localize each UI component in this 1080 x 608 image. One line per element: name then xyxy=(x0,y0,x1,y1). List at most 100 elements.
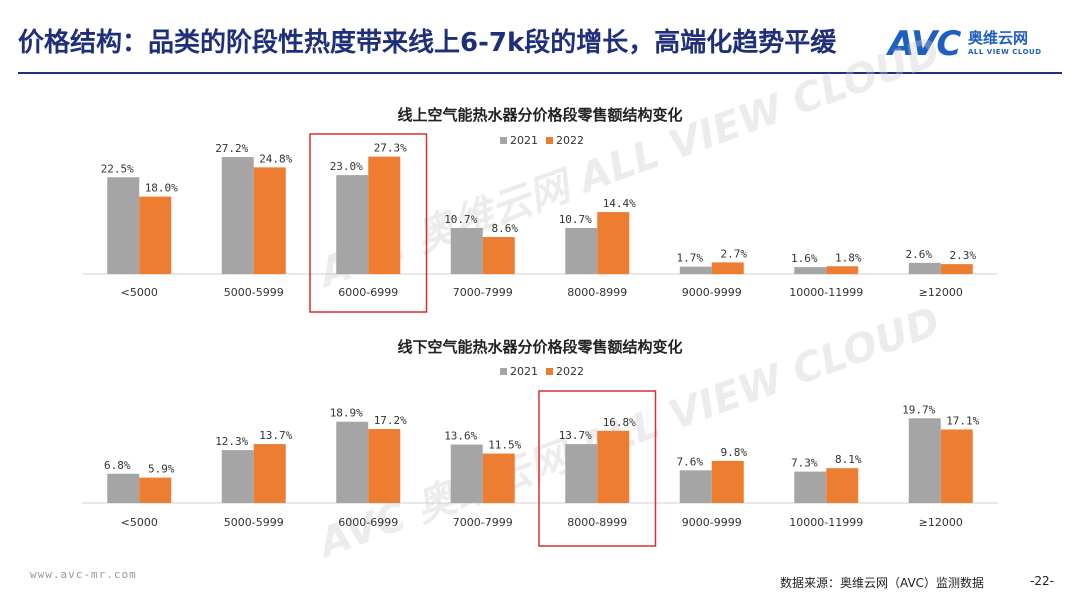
data-label-2022: 16.8% xyxy=(603,416,636,429)
data-label-2022: 14.4% xyxy=(603,197,636,210)
x-tick-label: 8000-8999 xyxy=(567,516,627,529)
data-label-2022: 8.1% xyxy=(835,453,862,466)
x-tick-label: 6000-6999 xyxy=(338,516,398,529)
data-label-2022: 27.3% xyxy=(374,142,407,155)
highlight-box xyxy=(538,390,657,547)
bar-2022 xyxy=(711,460,744,503)
x-tick-label: <5000 xyxy=(121,516,158,529)
x-tick-label: <5000 xyxy=(121,286,158,299)
x-tick-label: 10000-11999 xyxy=(789,286,863,299)
page-number: -22- xyxy=(1030,574,1054,588)
highlight-box xyxy=(309,133,428,313)
x-tick-label: 10000-11999 xyxy=(789,516,863,529)
bar-2022 xyxy=(940,429,973,503)
bar-2022 xyxy=(139,477,172,503)
legend-label-2022: 2022 xyxy=(556,134,584,147)
bar-2021 xyxy=(679,266,712,274)
bar-2021 xyxy=(107,473,140,503)
bar-2022 xyxy=(711,262,744,274)
x-tick-label: 5000-5999 xyxy=(224,286,284,299)
bar-2021 xyxy=(336,175,369,274)
data-label-2021: 13.7% xyxy=(559,429,592,442)
data-label-2022: 9.8% xyxy=(721,446,748,459)
bar-2022 xyxy=(482,237,515,274)
data-label-2022: 2.3% xyxy=(950,249,977,262)
bar-2021 xyxy=(565,227,598,274)
data-label-2021: 10.7% xyxy=(559,213,592,226)
bar-2021 xyxy=(450,444,483,503)
data-label-2022: 18.0% xyxy=(145,182,178,195)
bar-2021 xyxy=(794,471,827,503)
bar-2021 xyxy=(565,444,598,503)
bar-2021 xyxy=(908,418,941,503)
avc-logo: AVC 奥维云网 ALL VIEW CLOUD xyxy=(888,24,1064,68)
x-tick-label: 6000-6999 xyxy=(338,286,398,299)
bar-2022 xyxy=(482,453,515,503)
bar-2022 xyxy=(368,429,401,503)
title-divider xyxy=(18,72,1062,74)
data-label-2022: 8.6% xyxy=(492,222,519,235)
x-tick-label: 9000-9999 xyxy=(682,516,742,529)
chart-title: 线下空气能热水器分价格段零售额结构变化 xyxy=(397,338,682,356)
data-label-2021: 6.8% xyxy=(104,459,131,472)
data-label-2022: 1.8% xyxy=(835,251,862,264)
x-tick-label: ≥12000 xyxy=(919,286,963,299)
data-label-2021: 22.5% xyxy=(101,162,134,175)
legend-swatch-2022 xyxy=(546,137,553,144)
bar-2021 xyxy=(221,157,254,274)
data-label-2021: 23.0% xyxy=(330,160,363,173)
bar-2021 xyxy=(794,267,827,274)
data-label-2021: 7.6% xyxy=(677,455,704,468)
bar-2022 xyxy=(368,156,401,274)
logo-name-en: ALL VIEW CLOUD xyxy=(968,48,1042,56)
x-tick-label: 5000-5999 xyxy=(224,516,284,529)
chart-title: 线上空气能热水器分价格段零售额结构变化 xyxy=(397,106,682,124)
data-label-2021: 19.7% xyxy=(902,403,935,416)
charts-canvas: 线上空气能热水器分价格段零售额结构变化 2021 2022 <5000 22.5% 18.… xyxy=(82,106,998,547)
bar-2022 xyxy=(139,196,172,274)
bar-2022 xyxy=(826,266,859,274)
page-title: 价格结构：品类的阶段性热度带来线上6-7k段的增长，高端化趋势平缓 xyxy=(18,28,837,58)
logo-mark: AVC xyxy=(888,24,961,64)
x-tick-label: 7000-7999 xyxy=(453,286,513,299)
data-label-2022: 13.7% xyxy=(259,429,292,442)
data-label-2021: 27.2% xyxy=(215,142,248,155)
data-label-2022: 17.1% xyxy=(946,414,979,427)
data-label-2021: 10.7% xyxy=(444,213,477,226)
data-label-2021: 1.7% xyxy=(677,252,704,265)
legend-swatch-2022 xyxy=(546,368,553,375)
bar-2021 xyxy=(107,177,140,274)
data-label-2021: 13.6% xyxy=(444,430,477,443)
x-tick-label: ≥12000 xyxy=(919,516,963,529)
bar-2022 xyxy=(253,444,286,503)
bar-2022 xyxy=(597,430,630,503)
data-label-2022: 17.2% xyxy=(374,414,407,427)
x-tick-label: 7000-7999 xyxy=(453,516,513,529)
bar-2022 xyxy=(940,264,973,274)
footer-url[interactable]: www.avc-mr.com xyxy=(30,568,137,581)
data-label-2022: 11.5% xyxy=(488,439,521,452)
x-tick-label: 9000-9999 xyxy=(682,286,742,299)
data-label-2022: 5.9% xyxy=(148,463,175,476)
bar-2021 xyxy=(336,421,369,503)
bar-2022 xyxy=(597,212,630,274)
data-label-2022: 24.8% xyxy=(259,152,292,165)
data-label-2021: 2.6% xyxy=(906,248,933,261)
bar-2021 xyxy=(679,470,712,503)
data-label-2021: 18.9% xyxy=(330,407,363,420)
data-source-note: 数据来源：奥维云网（AVC）监测数据 xyxy=(780,576,985,590)
data-label-2021: 1.6% xyxy=(791,252,818,265)
legend-label-2021: 2021 xyxy=(510,365,538,378)
x-tick-label: 8000-8999 xyxy=(567,286,627,299)
data-label-2021: 12.3% xyxy=(215,435,248,448)
data-label-2022: 2.7% xyxy=(721,247,748,260)
legend-swatch-2021 xyxy=(500,368,507,375)
bar-2021 xyxy=(221,450,254,503)
bar-2021 xyxy=(450,227,483,274)
legend-swatch-2021 xyxy=(500,137,507,144)
bar-2022 xyxy=(826,468,859,503)
legend-label-2021: 2021 xyxy=(510,134,538,147)
logo-name-cn: 奥维云网 xyxy=(968,29,1029,47)
bar-2022 xyxy=(253,167,286,274)
bar-2021 xyxy=(908,262,941,274)
